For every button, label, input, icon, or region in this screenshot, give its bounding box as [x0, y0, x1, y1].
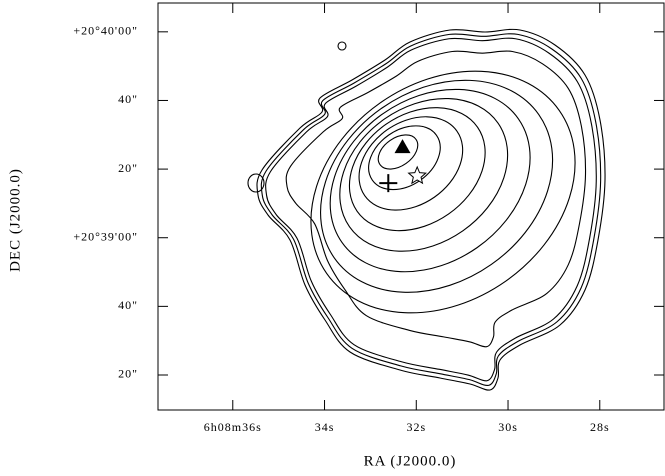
contour [256, 28, 606, 391]
y-tick-label: 40" [118, 298, 138, 312]
x-tick-label: 32s [406, 420, 426, 434]
x-tick-label: 30s [498, 420, 518, 434]
y-axis-title: DEC (J2000.0) [7, 168, 23, 272]
plot-frame [157, 2, 665, 411]
y-tick-label: +20°40'00" [73, 24, 138, 38]
contour [285, 50, 587, 348]
contours [247, 28, 606, 391]
contour [265, 37, 597, 382]
star-marker [407, 165, 427, 185]
cross-marker [379, 174, 398, 193]
y-tick-label: 20" [118, 367, 138, 381]
contour [348, 107, 486, 232]
x-tick-label: 6h08m36s [204, 420, 262, 434]
contour [377, 134, 419, 170]
y-tick-label: 20" [118, 161, 138, 175]
contour [337, 41, 347, 51]
contour [320, 79, 554, 293]
contour [358, 116, 464, 211]
contour [329, 88, 531, 273]
contour [310, 70, 576, 314]
x-tick-label: 28s [590, 420, 610, 434]
x-axis-title: RA (J2000.0) [364, 453, 457, 469]
contour [368, 125, 441, 191]
contour [339, 97, 509, 252]
y-tick-label: +20°39'00" [73, 229, 138, 243]
y-tick-label: 40" [118, 92, 138, 106]
triangle-marker [394, 139, 411, 154]
contour [260, 33, 602, 387]
contour [247, 173, 265, 193]
x-tick-label: 34s [315, 420, 335, 434]
